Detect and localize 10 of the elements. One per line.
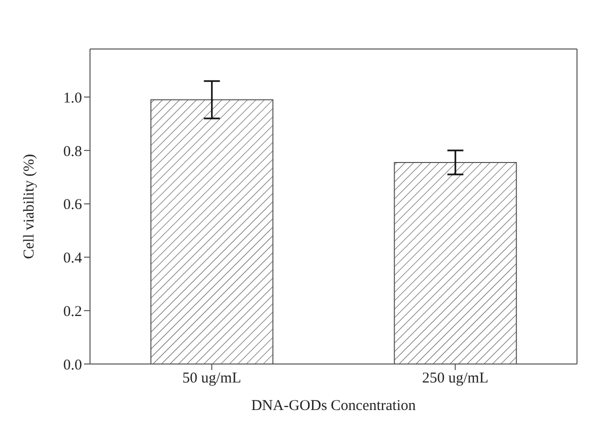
x-tick-label: 250 ug/mL [422,370,488,387]
y-tick-label: 0.4 [63,250,82,267]
y-axis-title: Cell viability (%) [21,154,38,259]
y-tick-label: 0.6 [63,197,82,214]
y-tick-label: 0.2 [63,304,82,320]
y-tick-label: 0.0 [63,357,82,374]
y-tick-label: 0.8 [63,144,82,160]
x-axis-title: DNA-GODs Concentration [251,398,416,414]
x-tick-label: 50 ug/mL [182,370,242,387]
y-tick-label: 1.0 [63,90,82,106]
